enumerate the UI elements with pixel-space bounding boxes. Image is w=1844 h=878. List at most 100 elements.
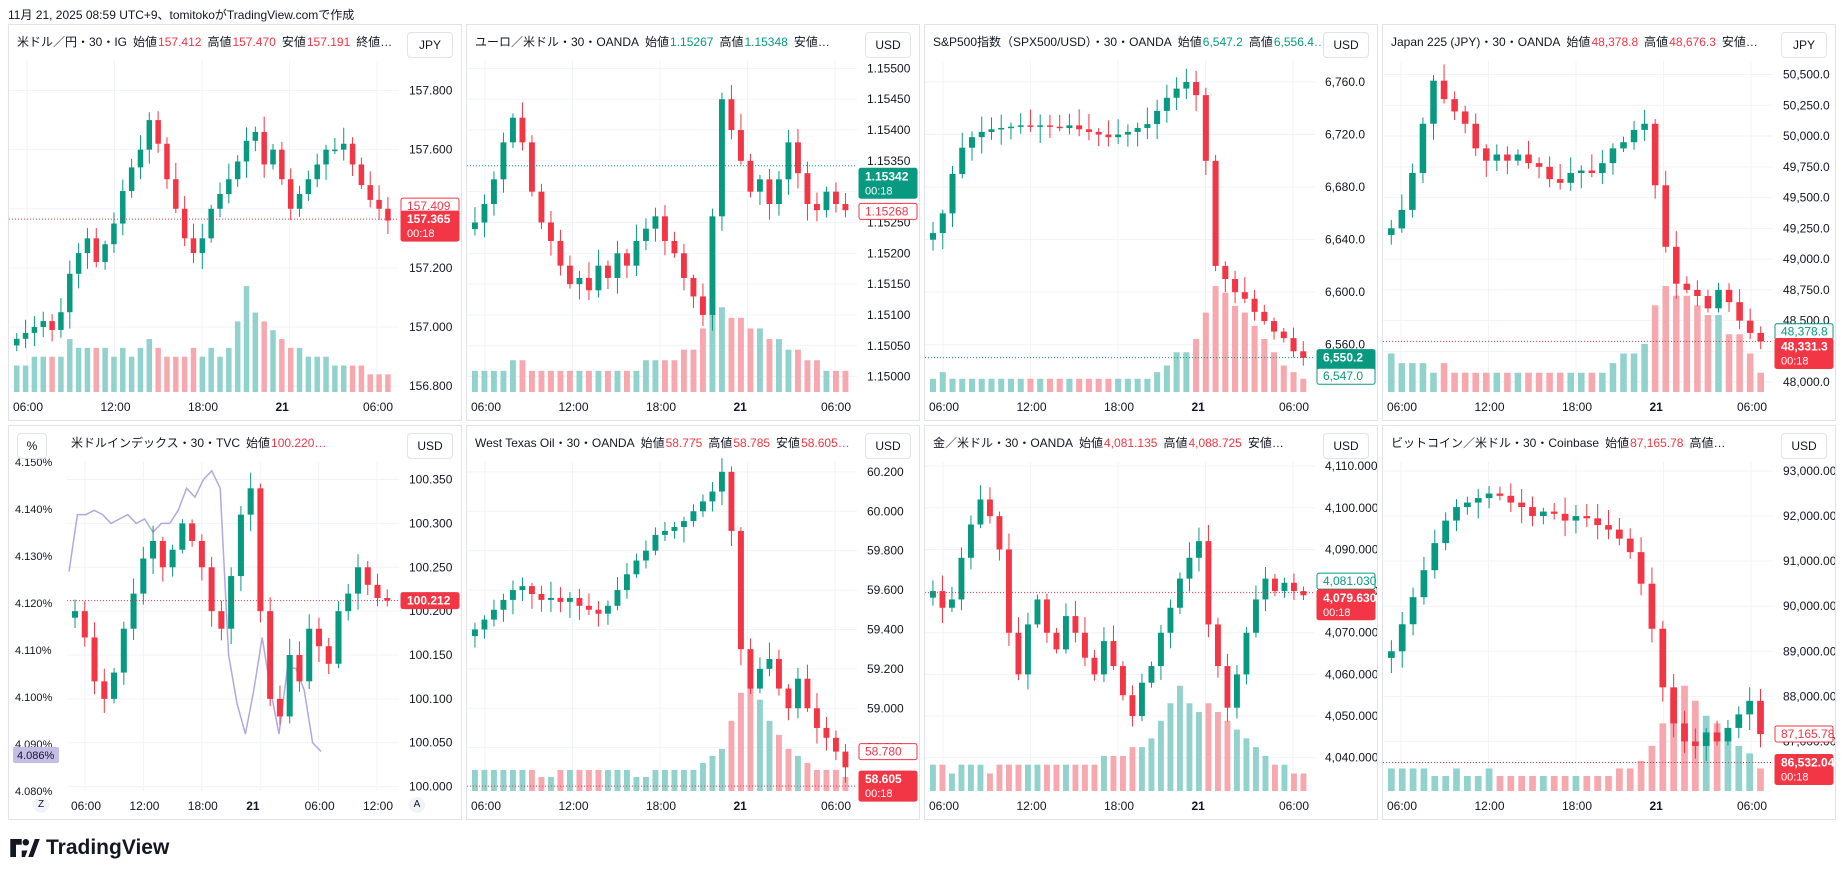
currency-button[interactable]: JPY bbox=[1781, 32, 1827, 58]
chart-panel-6[interactable]: 60.200 60.000 59.800 59.600 59.400 59.200 59.0… bbox=[466, 425, 920, 820]
candle-body bbox=[1662, 185, 1669, 247]
currency-button[interactable]: USD bbox=[865, 32, 911, 58]
symbol-name: Japan 225 (JPY)・30・OANDA bbox=[1391, 35, 1561, 49]
volume-bar bbox=[814, 769, 820, 791]
y-tick-label: 100.150 bbox=[409, 648, 453, 662]
candle-body bbox=[614, 590, 621, 606]
x-tick-label: 06:00 bbox=[305, 799, 335, 813]
chart-svg: 60.200 60.000 59.800 59.600 59.400 59.200 59.0… bbox=[467, 458, 918, 813]
candle-body bbox=[179, 523, 186, 550]
currency-button[interactable]: USD bbox=[865, 433, 911, 459]
y-tick-label: 157.000 bbox=[409, 320, 453, 334]
candle-body bbox=[49, 321, 55, 330]
price-label-box bbox=[1774, 725, 1834, 743]
volume-bar bbox=[1105, 378, 1112, 392]
volume-bar bbox=[519, 360, 526, 392]
currency-button[interactable]: USD bbox=[1323, 32, 1369, 58]
chart-title[interactable]: ビットコイン／米ドル・30・Coinbase 始値87,165.78 高値… bbox=[1391, 434, 1730, 451]
x-tick-label: 06:00 bbox=[1737, 799, 1767, 813]
chart-panel-7[interactable]: 4,110.0004,100.0004,090.0004,080.0004,07… bbox=[924, 425, 1378, 820]
countdown-label: 00:18 bbox=[865, 788, 893, 800]
candle-body bbox=[1076, 125, 1083, 130]
chart-panel-1[interactable]: 157.800157.600157.400157.200157.000156.8… bbox=[8, 24, 462, 421]
candle-body bbox=[624, 574, 630, 591]
ohlc-label: 高値… bbox=[1689, 436, 1726, 450]
volume-bar bbox=[804, 762, 811, 791]
currency-button[interactable]: USD bbox=[1781, 433, 1827, 459]
ohlc-value: 1.15267 bbox=[670, 35, 714, 49]
y-tick-label: 88,000.00 bbox=[1783, 689, 1835, 703]
zoom-reset-button[interactable]: Z bbox=[33, 797, 49, 813]
volume-bar bbox=[93, 347, 100, 392]
volume-bar bbox=[1683, 295, 1691, 392]
percent-scale-button[interactable]: % bbox=[17, 433, 47, 459]
x-tick-label: 21 bbox=[1192, 400, 1206, 414]
candle-body bbox=[814, 204, 820, 211]
chart-title[interactable]: 米ドル／円・30・IG 始値157.412 高値157.470 安値157.191 終値… bbox=[17, 33, 397, 50]
candle-body bbox=[709, 491, 716, 502]
volume-bar bbox=[1550, 775, 1558, 791]
candle-body bbox=[1483, 148, 1490, 161]
volume-bar bbox=[67, 339, 73, 392]
currency-button[interactable]: JPY bbox=[407, 32, 453, 58]
chart-title[interactable]: Japan 225 (JPY)・30・OANDA 始値48,378.8 高値48,6… bbox=[1391, 33, 1762, 50]
candle-body bbox=[1224, 666, 1231, 708]
volume-bar bbox=[1630, 353, 1638, 392]
volume-bar bbox=[1056, 378, 1063, 392]
candle-body bbox=[228, 576, 235, 629]
ohlc-value: 58.785 bbox=[733, 436, 771, 450]
volume-bar bbox=[22, 365, 29, 392]
candle-body bbox=[662, 216, 668, 241]
x-tick-label: 12:00 bbox=[1017, 400, 1047, 414]
auto-scale-button[interactable]: A bbox=[409, 797, 425, 813]
candle-body bbox=[1474, 498, 1482, 503]
chart-panel-4[interactable]: 50,500.0 50,250.0 50,000.0 49,750.0 49,500.0… bbox=[1382, 24, 1836, 421]
volume-bar bbox=[1177, 685, 1183, 791]
volume-bar bbox=[690, 349, 697, 392]
volume-bar bbox=[1704, 314, 1712, 392]
currency-button[interactable]: USD bbox=[1323, 433, 1369, 459]
chart-title[interactable]: 米ドルインデックス・30・TVC 始値100.220… bbox=[71, 434, 331, 451]
volume-bar bbox=[1202, 312, 1209, 392]
candle-body bbox=[1550, 511, 1558, 514]
candle-body bbox=[286, 655, 293, 717]
chart-title[interactable]: ユーロ／米ドル・30・OANDA 始値1.15267 高値1.15348 安値… bbox=[475, 33, 834, 50]
candle-body bbox=[1025, 624, 1031, 675]
volume-bar bbox=[1540, 775, 1547, 791]
chart-panel-3[interactable]: 6,760.0 6,720.0 6,680.0 6,640.0 6,600.0 6,560… bbox=[924, 24, 1378, 421]
candle-body bbox=[252, 131, 259, 141]
chart-title[interactable]: 金／米ドル・30・OANDA 始値4,081.135 高値4,088.725 安値… bbox=[933, 434, 1288, 451]
volume-bar bbox=[1388, 768, 1395, 791]
candle-body bbox=[1440, 80, 1448, 100]
candle-body bbox=[1046, 125, 1053, 127]
chart-title[interactable]: West Texas Oil・30・OANDA 始値58.775 高値58.785 安… bbox=[475, 434, 854, 451]
volume-bar bbox=[1398, 363, 1406, 392]
volume-bar bbox=[340, 365, 347, 392]
y-tick-label: 1.15500 bbox=[867, 61, 911, 75]
chart-title[interactable]: S&P500指数（SPX500/USD）・30・OANDA 始値6,547.2 高値… bbox=[933, 33, 1330, 50]
chart-panel-5[interactable]: 100.350 100.300 100.250 100.200 100.150 100.1… bbox=[8, 425, 462, 820]
volume-bar bbox=[586, 370, 592, 392]
x-tick-label: 21 bbox=[1650, 799, 1664, 813]
ohlc-label: 安値… bbox=[1721, 35, 1758, 49]
candle-body bbox=[1085, 129, 1092, 132]
volume-bar bbox=[1507, 775, 1515, 791]
y-tick-label: 100.050 bbox=[409, 736, 453, 750]
volume-bar bbox=[1243, 738, 1250, 791]
x-tick-label: 21 bbox=[734, 799, 748, 813]
volume-bar bbox=[1594, 775, 1602, 791]
symbol-name: West Texas Oil・30・OANDA bbox=[475, 436, 635, 450]
volume-bar bbox=[1620, 353, 1627, 392]
chart-panel-8[interactable]: 93,000.00 92,000.00 91,000.00 90,000.00 89,0… bbox=[1382, 425, 1836, 820]
candle-body bbox=[1472, 123, 1479, 149]
y-tick-label: 6,640.0 bbox=[1325, 233, 1365, 247]
y-tick-label: 60.000 bbox=[867, 504, 904, 518]
tradingview-logo[interactable]: TradingView bbox=[10, 836, 169, 860]
ohlc-label: 始値 bbox=[1605, 436, 1630, 450]
currency-button[interactable]: USD bbox=[407, 433, 453, 459]
chart-panel-2[interactable]: 1.155001.154501.154001.153501.153001.152… bbox=[466, 24, 920, 421]
candle-body bbox=[795, 678, 801, 709]
volume-bar bbox=[1027, 378, 1034, 392]
candle-body bbox=[315, 628, 322, 647]
y-tick-label: 156.800 bbox=[409, 379, 453, 393]
